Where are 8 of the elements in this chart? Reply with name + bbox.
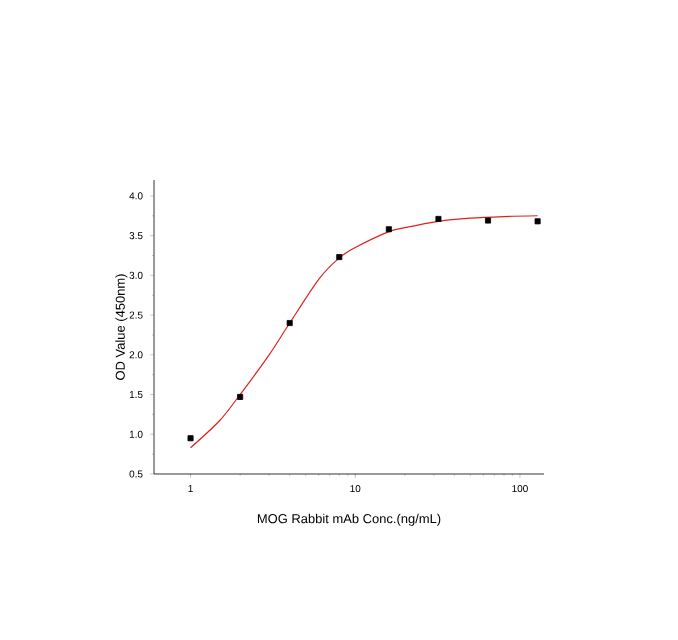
point xyxy=(237,393,244,400)
point xyxy=(385,226,392,233)
point xyxy=(286,320,293,327)
point xyxy=(336,254,343,261)
point xyxy=(187,435,194,442)
point xyxy=(435,215,442,222)
point xyxy=(534,218,541,225)
point xyxy=(485,217,491,224)
